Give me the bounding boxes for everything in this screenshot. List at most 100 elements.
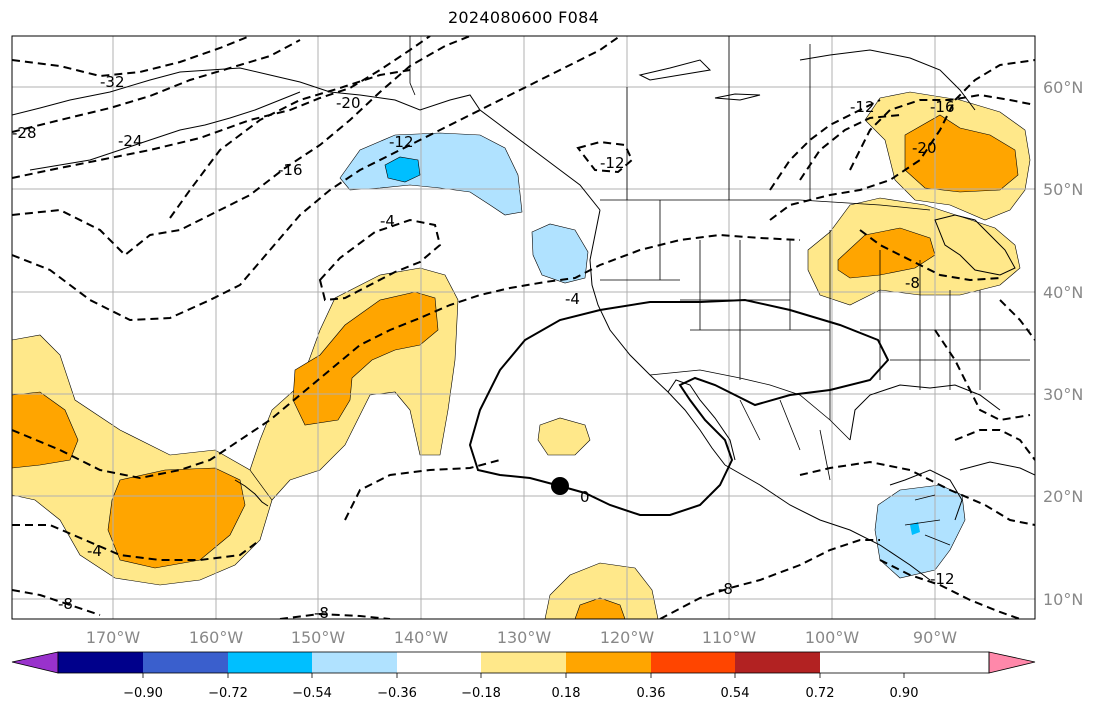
lat-label: 20°N	[1043, 487, 1083, 506]
contour-zero	[468, 298, 890, 516]
contour-east-canada	[769, 59, 1035, 221]
canada-provinces	[626, 36, 811, 200]
orange-core-west	[12, 391, 79, 469]
orange-core-south	[574, 597, 626, 619]
contour-minus4-west	[12, 233, 801, 480]
contour-labels: -32 -28 -24 -20 -16 -12 -12 -4 -4 0 -4 -…	[12, 73, 955, 622]
contour-minus12-small	[576, 140, 634, 174]
colorbar-label: −0.18	[461, 686, 501, 701]
colorbar-label: 0.90	[890, 686, 919, 701]
contour-label: -8	[58, 595, 73, 613]
lon-label: 130°W	[497, 628, 552, 647]
contour-minus16-canada	[849, 93, 1035, 171]
lat-label: 30°N	[1043, 385, 1083, 404]
contour-se-us	[934, 329, 1031, 422]
alaska-canada-border	[409, 36, 416, 96]
yellow-patch-south	[544, 562, 659, 619]
contour-label: -24	[118, 132, 143, 150]
contour-minus20-canada	[799, 114, 901, 181]
colorbar-extend-left	[11, 651, 59, 674]
orange-core-southwest	[107, 467, 246, 569]
contour-minus12-east	[799, 460, 1035, 526]
contour-label: -12	[930, 570, 955, 588]
borders	[409, 36, 1030, 546]
colorbar-label: −0.36	[377, 686, 417, 701]
contour-label: -8	[905, 274, 920, 292]
colorbar-segment	[735, 652, 820, 673]
hawaii	[234, 479, 269, 507]
contour-label: -28	[12, 124, 37, 142]
lon-label: 100°W	[805, 628, 860, 647]
contour-minus8-se	[954, 429, 1035, 461]
colorbar-extend-right	[988, 651, 1036, 674]
colorbar-label: 0.72	[806, 686, 835, 701]
contour-east-loop	[999, 299, 1035, 341]
deep-blue-core-ca	[910, 522, 920, 535]
colorbar-label: −0.54	[292, 686, 332, 701]
lat-label: 10°N	[1043, 590, 1083, 609]
lon-label: 90°W	[913, 628, 957, 647]
colorbar-segment	[58, 652, 143, 673]
colorbar-label: −0.72	[208, 686, 248, 701]
colorbar-segments	[58, 652, 820, 673]
colorbar: −0.90 −0.72 −0.54 −0.36 −0.18 0.18 0.36 …	[11, 651, 1036, 701]
hudson-bay	[799, 49, 976, 111]
contour-minus8-bottom	[279, 612, 391, 619]
blue-region-gulf-alaska	[339, 132, 523, 216]
contour-label: -12	[389, 133, 414, 151]
gulf-coast	[849, 384, 1001, 441]
contour-minus8-east	[659, 539, 880, 619]
colorbar-segment	[566, 652, 651, 673]
blue-region-central-america	[874, 484, 966, 579]
lon-label: 110°W	[702, 628, 757, 647]
baja	[667, 379, 736, 461]
lat-label: 60°N	[1043, 78, 1083, 97]
plot-frame	[11, 35, 1036, 620]
coastlines	[12, 49, 1035, 581]
yucatan	[889, 469, 963, 521]
graticule	[12, 36, 1035, 619]
blue-region-pacnw	[531, 223, 589, 284]
mexico-coast	[724, 464, 931, 581]
colorbar-segment	[481, 652, 566, 673]
contour-label: -8	[314, 604, 329, 622]
low-center-marker	[551, 477, 569, 495]
arctic-island-2	[714, 93, 761, 101]
dashed-contours	[12, 36, 1035, 619]
lon-label: 160°W	[189, 628, 244, 647]
orange-core-canada	[904, 114, 1019, 193]
contour-minus32	[12, 36, 251, 78]
contour-label: -4	[87, 542, 102, 560]
contour-label: -4	[380, 212, 395, 230]
contour-eastpac	[344, 459, 501, 521]
contour-minus28	[12, 39, 301, 133]
colorbar-frame	[57, 651, 990, 674]
lat-label: 50°N	[1043, 180, 1083, 199]
contour-minus4-south	[12, 524, 261, 561]
contour-label: -16	[930, 98, 955, 116]
yellow-patch-small	[537, 417, 591, 456]
contour-minus8-gl	[859, 229, 1001, 282]
colorbar-segment	[143, 652, 228, 673]
contour-label: -4	[565, 290, 580, 308]
contour-minus20	[12, 36, 471, 257]
latitude-labels: 60°N 50°N 40°N 30°N 20°N 10°N	[1043, 78, 1083, 609]
colorbar-segment	[651, 652, 735, 673]
contour-label: -20	[912, 139, 937, 157]
contour-label: 0	[580, 488, 590, 506]
us-west-coast	[589, 209, 726, 466]
colorbar-ticks	[142, 673, 905, 678]
lon-label: 150°W	[291, 628, 346, 647]
cuba	[959, 461, 1035, 476]
contour-minus16	[12, 36, 621, 322]
map-title: 2024080600 F084	[447, 8, 600, 27]
great-lakes	[934, 214, 1016, 276]
deep-blue-core-alaska	[384, 156, 421, 183]
colorbar-label: 0.54	[721, 686, 750, 701]
colorbar-label: 0.18	[552, 686, 581, 701]
colorbar-segment	[397, 652, 481, 673]
contour-label: -32	[100, 73, 125, 91]
lon-label: 170°W	[86, 628, 141, 647]
contour-minus8	[318, 218, 442, 302]
